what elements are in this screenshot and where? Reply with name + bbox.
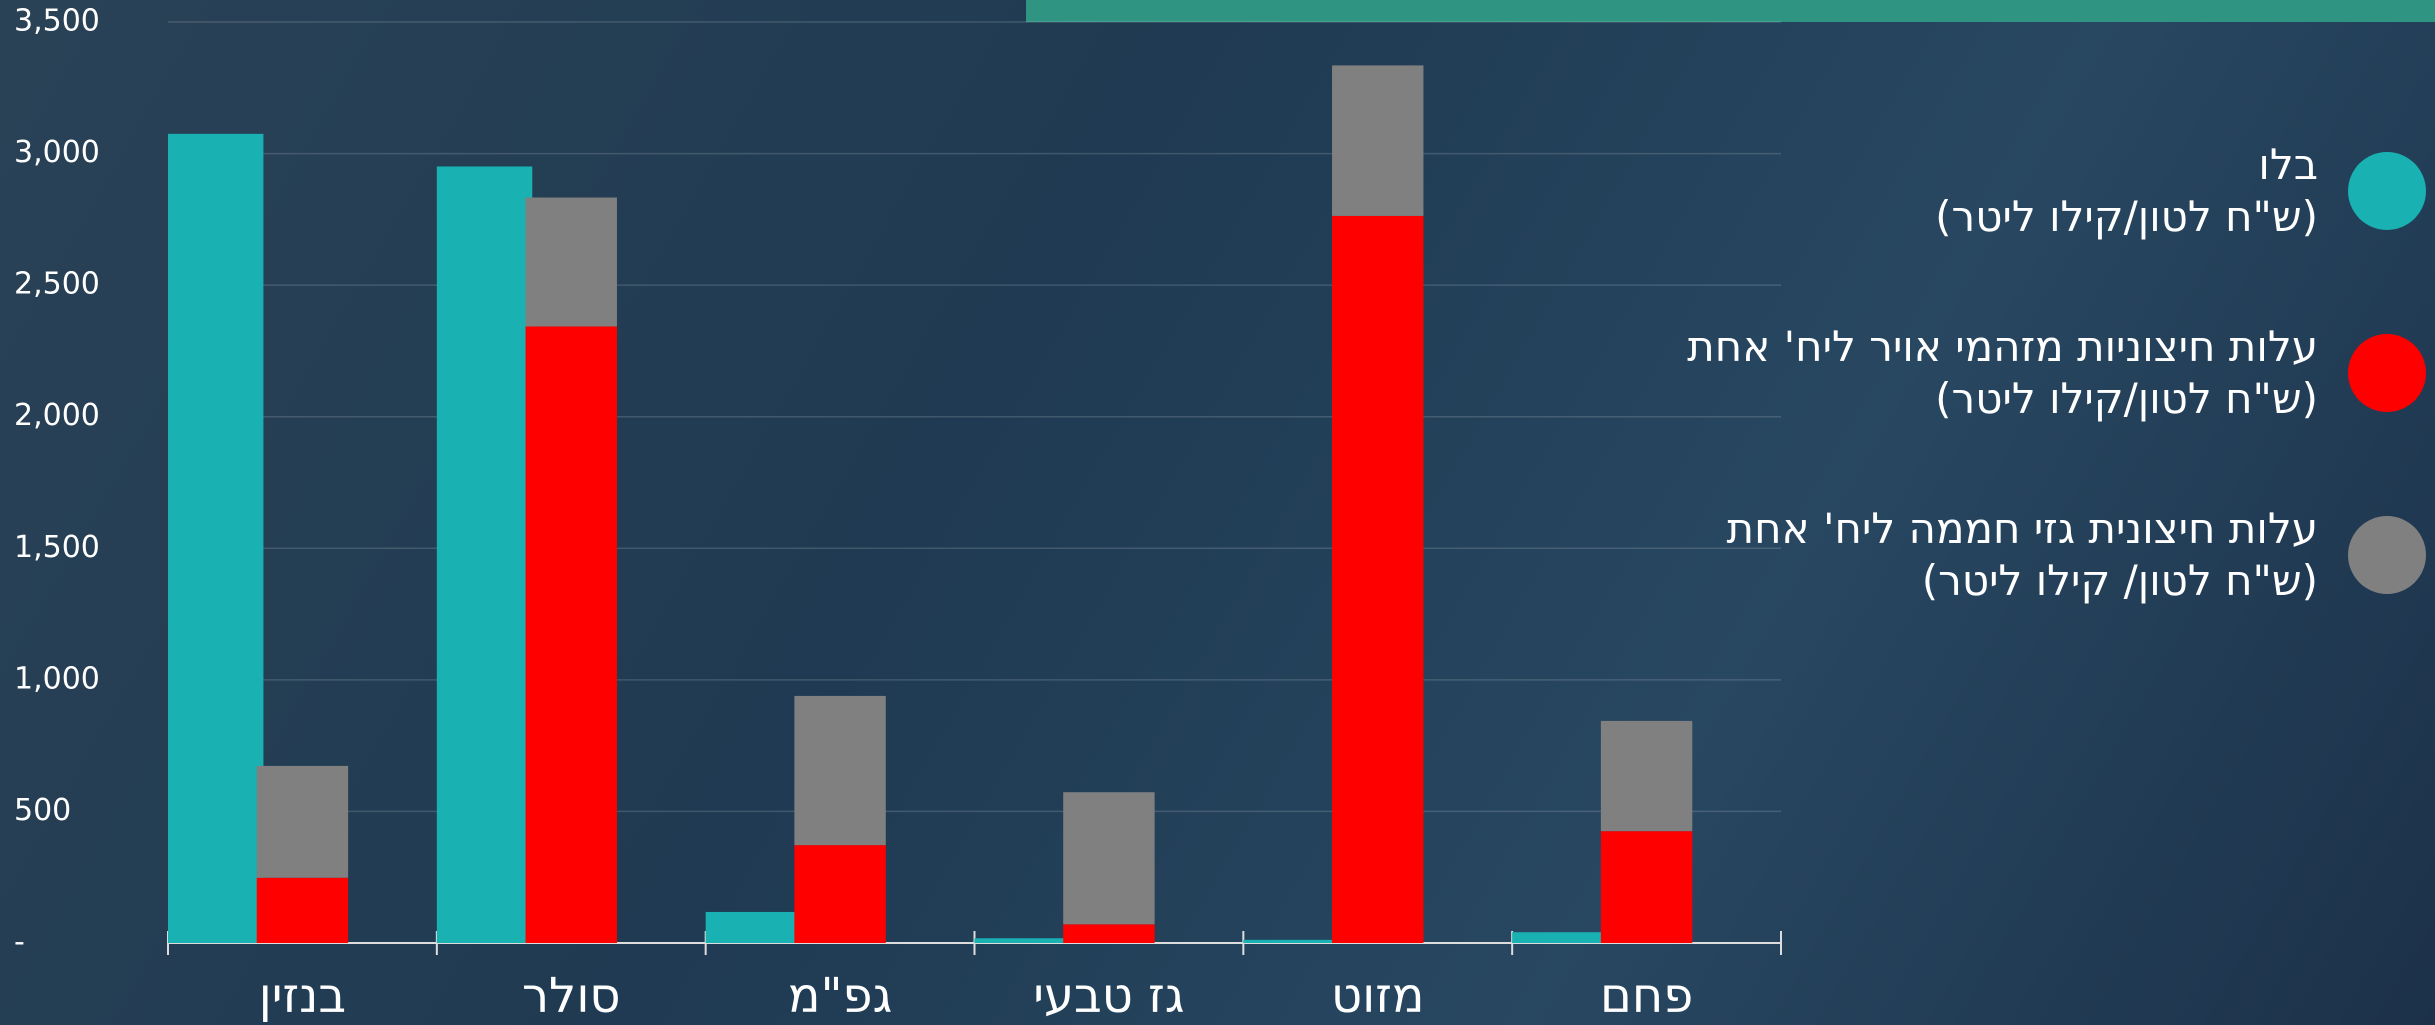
- y-tick-label: 3,500: [14, 4, 100, 39]
- bar: [794, 695, 886, 846]
- legend-item: עלות חיצוניות מזהמי אויר ליח' אחת (ש"ח ל…: [1535, 282, 2435, 464]
- bar: [794, 845, 886, 943]
- decor-strip: [1026, 0, 2435, 22]
- bar: [1600, 831, 1693, 943]
- bar: [256, 877, 349, 943]
- legend-label: בלו (ש"ח לטון/קילו ליטר): [1935, 140, 2318, 241]
- bar: [1512, 932, 1608, 943]
- x-tick-label: גפ"מ: [788, 968, 892, 1024]
- y-tick-label: 500: [14, 793, 71, 828]
- y-tick-label: -: [14, 925, 25, 960]
- bar: [525, 197, 617, 327]
- legend-swatch: [2348, 152, 2426, 230]
- x-tick-label: סולר: [522, 968, 621, 1024]
- legend-item: עלות חיצונית גזי חממה ליח' אחת (ש"ח לטון…: [1535, 464, 2435, 646]
- y-tick-label: 2,000: [14, 398, 100, 433]
- bar: [436, 166, 533, 943]
- x-tick-label: בנזין: [259, 968, 346, 1024]
- chart: - 500 1,000 1,500 2,000 2,500 3,000 3,500 בנזין ס…: [14, 4, 1782, 1024]
- legend-label: עלות חיצוניות מזהמי אויר ליח' אחת (ש"ח ל…: [1687, 322, 2318, 423]
- x-tick-label: מזוט: [1331, 968, 1424, 1024]
- legend-swatch: [2348, 516, 2426, 594]
- bar: [1063, 924, 1155, 943]
- bar: [168, 133, 264, 944]
- bar: [1600, 720, 1693, 832]
- bar: [974, 938, 1070, 943]
- y-tick-label: 1,000: [14, 661, 100, 696]
- bar: [1332, 215, 1424, 943]
- legend-label: עלות חיצונית גזי חממה ליח' אחת (ש"ח לטון…: [1726, 504, 2318, 605]
- legend: בלו (ש"ח לטון/קילו ליטר) עלות חיצוניות מז…: [1535, 100, 2435, 646]
- x-tick-label: גז טבעי: [1033, 968, 1184, 1024]
- y-tick-label: 1,500: [14, 530, 100, 565]
- bar: [525, 326, 617, 943]
- x-tick-label: פחם: [1600, 968, 1693, 1024]
- bar: [1243, 939, 1339, 943]
- legend-swatch: [2348, 334, 2426, 412]
- bar: [1063, 792, 1155, 925]
- bar: [705, 911, 802, 943]
- bar: [256, 765, 349, 878]
- legend-item: בלו (ש"ח לטון/קילו ליטר): [1535, 100, 2435, 282]
- y-tick-label: 3,000: [14, 135, 100, 170]
- y-tick-label: 2,500: [14, 267, 100, 302]
- bar: [1332, 65, 1424, 216]
